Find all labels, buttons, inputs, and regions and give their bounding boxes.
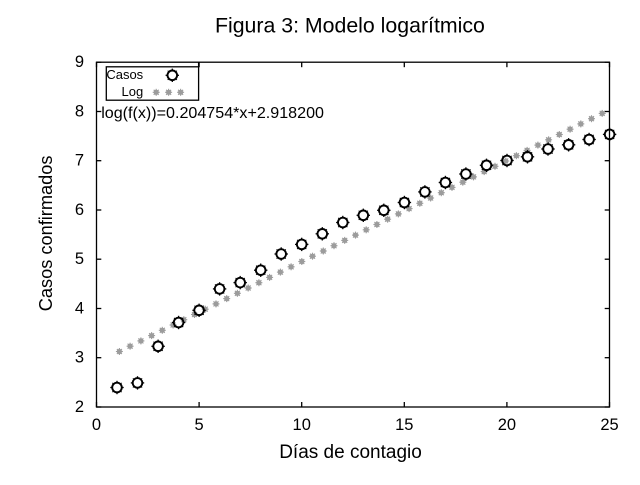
- svg-text:Casos confirmados: Casos confirmados: [36, 156, 56, 312]
- svg-text:5: 5: [195, 416, 204, 434]
- svg-text:4: 4: [75, 300, 84, 318]
- svg-text:2: 2: [75, 398, 84, 416]
- svg-text:15: 15: [395, 416, 413, 434]
- svg-text:log(f(x))=0.204754*x+2.918200: log(f(x))=0.204754*x+2.918200: [101, 104, 324, 122]
- svg-text:Casos: Casos: [106, 67, 143, 82]
- svg-text:20: 20: [498, 416, 516, 434]
- svg-text:10: 10: [293, 416, 311, 434]
- svg-text:Figura 3: Modelo logarítmico: Figura 3: Modelo logarítmico: [215, 14, 485, 38]
- svg-text:3: 3: [75, 349, 84, 367]
- svg-text:0: 0: [92, 416, 101, 434]
- svg-text:7: 7: [75, 152, 84, 170]
- svg-text:6: 6: [75, 201, 84, 219]
- svg-text:5: 5: [75, 250, 84, 268]
- svg-text:9: 9: [75, 53, 84, 71]
- svg-text:25: 25: [600, 416, 618, 434]
- svg-text:Log: Log: [121, 84, 143, 99]
- svg-text:8: 8: [75, 103, 84, 121]
- svg-text:Días de contagio: Días de contagio: [279, 442, 422, 463]
